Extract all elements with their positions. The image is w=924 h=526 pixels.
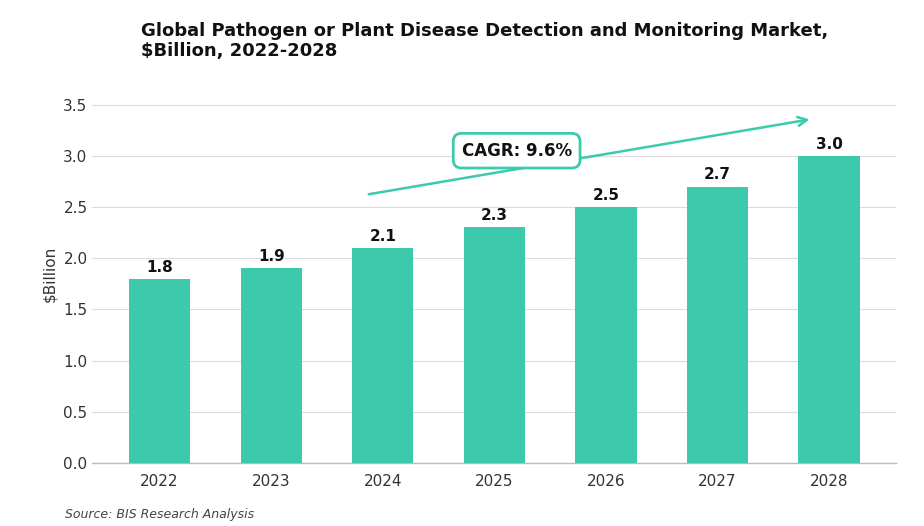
Bar bbox=[576, 207, 637, 463]
Text: 2.1: 2.1 bbox=[370, 229, 396, 244]
Text: 2.7: 2.7 bbox=[704, 167, 731, 183]
Bar bbox=[798, 156, 859, 463]
Text: Global Pathogen or Plant Disease Detection and Monitoring Market,
$Billion, 2022: Global Pathogen or Plant Disease Detecti… bbox=[140, 22, 828, 60]
Bar bbox=[687, 187, 748, 463]
Bar bbox=[464, 227, 525, 463]
Text: 1.9: 1.9 bbox=[258, 249, 285, 264]
Bar bbox=[129, 279, 190, 463]
Y-axis label: $Billion: $Billion bbox=[43, 246, 57, 301]
Text: Source: BIS Research Analysis: Source: BIS Research Analysis bbox=[65, 508, 254, 521]
Text: 1.8: 1.8 bbox=[146, 259, 173, 275]
Bar bbox=[352, 248, 413, 463]
Text: 2.5: 2.5 bbox=[592, 188, 619, 203]
Text: 2.3: 2.3 bbox=[480, 208, 508, 224]
Text: CAGR: 9.6%: CAGR: 9.6% bbox=[462, 141, 572, 160]
Text: 3.0: 3.0 bbox=[816, 137, 843, 151]
Bar bbox=[240, 268, 302, 463]
